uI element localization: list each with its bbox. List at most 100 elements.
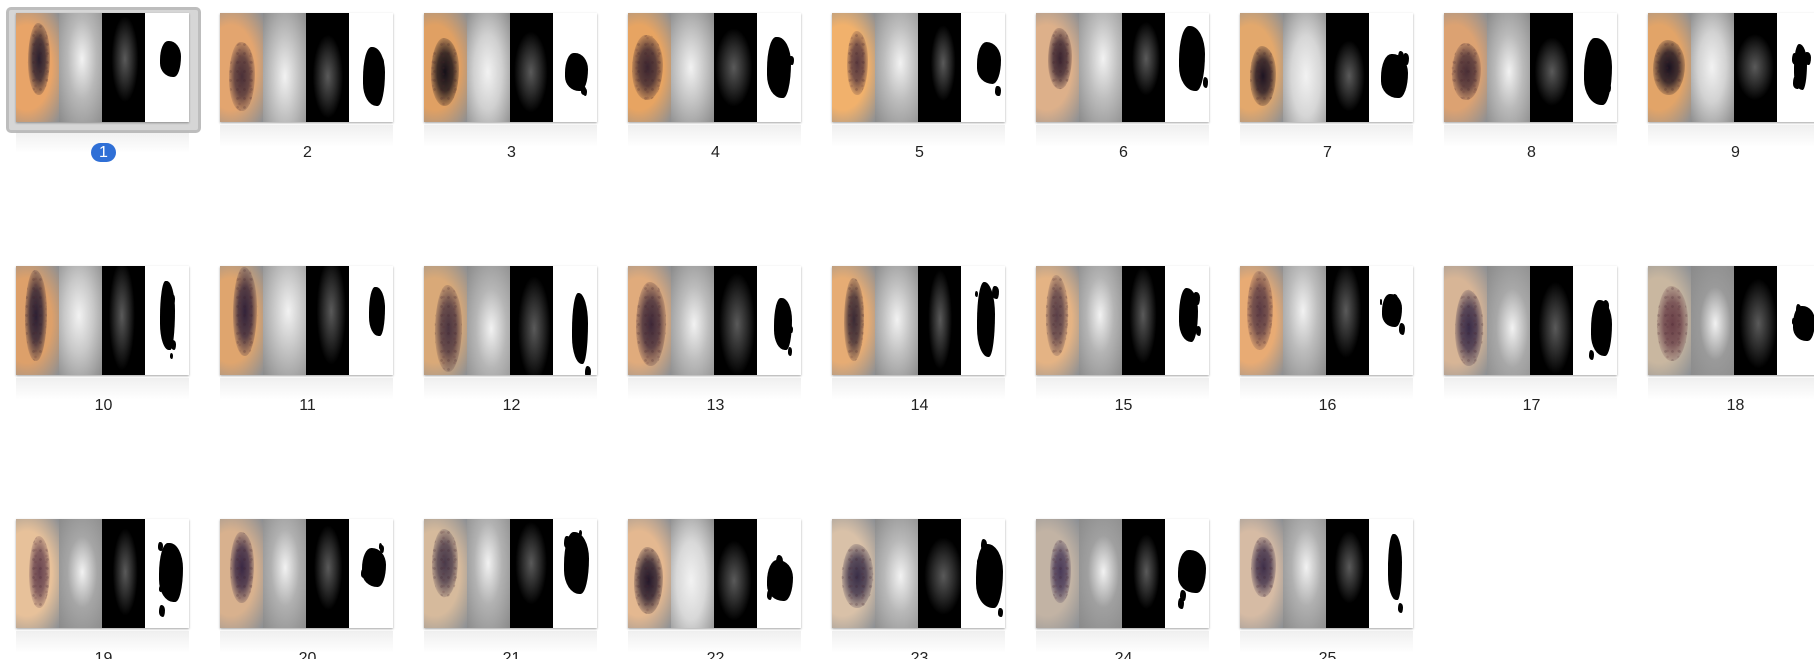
thumbnail-item[interactable]: 2 [215,13,393,163]
thumbnail-item[interactable]: 19 [11,519,189,659]
thumbnail-image[interactable] [1240,266,1413,375]
thumbnail-image[interactable] [220,519,393,628]
thumbnail-label[interactable]: 19 [11,649,196,659]
thumbnail-image[interactable] [424,519,597,628]
thumbnail-item[interactable]: 12 [419,266,597,416]
thumbnail-label[interactable]: 7 [1235,143,1420,163]
thumbnail-label[interactable]: 24 [1031,649,1216,659]
thumbnail-label[interactable]: 23 [827,649,1012,659]
thumbnail-image[interactable] [628,519,801,628]
thumbnail-label[interactable]: 5 [827,143,1012,163]
thumbnail-label[interactable]: 25 [1235,649,1420,659]
thumbnail-label[interactable]: 3 [419,143,604,163]
dermoscopy-panel [628,266,671,375]
thumbnail-label[interactable]: 18 [1643,396,1814,416]
thumbnail-label-text: 12 [502,397,521,414]
thumbnail-image[interactable] [832,266,1005,375]
thumbnail-item[interactable]: 6 [1031,13,1209,163]
enhanced-panel [306,519,349,628]
thumbnail-label-text: 24 [1114,650,1133,659]
thumbnail-image[interactable] [1240,519,1413,628]
thumbnail-frame [1240,13,1415,127]
thumbnail-image[interactable] [1036,519,1209,628]
thumbnail-reflection [1240,378,1413,400]
thumbnail-image[interactable] [1648,13,1814,122]
thumbnail-item[interactable]: 21 [419,519,597,659]
thumbnail-label[interactable]: 1 [11,143,196,163]
dermoscopy-panel [1648,266,1691,375]
thumbnail-label[interactable]: 15 [1031,396,1216,416]
thumbnail-item[interactable]: 22 [623,519,801,659]
thumbnail-image[interactable] [1444,13,1617,122]
thumbnail-label[interactable]: 6 [1031,143,1216,163]
thumbnail-image[interactable] [424,266,597,375]
thumbnail-image[interactable] [424,13,597,122]
thumbnail-label[interactable]: 9 [1643,143,1814,163]
thumbnail-item[interactable]: 14 [827,266,1005,416]
thumbnail-item[interactable]: 15 [1031,266,1209,416]
dermoscopy-panel [1240,519,1283,628]
thumbnail-label[interactable]: 13 [623,396,808,416]
grayscale-panel [263,266,306,375]
thumbnail-image[interactable] [16,266,189,375]
segmentation-mask-panel [961,13,1005,122]
thumbnail-image[interactable] [628,266,801,375]
thumbnail-item[interactable]: 13 [623,266,801,416]
thumbnail-item[interactable]: 9 [1643,13,1814,163]
thumbnail-label[interactable]: 2 [215,143,400,163]
enhanced-panel [918,266,961,375]
thumbnail-label[interactable]: 20 [215,649,400,659]
thumbnail-image[interactable] [1240,13,1413,122]
grayscale-panel [1283,519,1326,628]
thumbnail-image[interactable] [832,519,1005,628]
segmentation-mask-panel [1573,13,1617,122]
thumbnail-label[interactable]: 16 [1235,396,1420,416]
thumbnail-item[interactable]: 3 [419,13,597,163]
grayscale-panel [59,13,102,122]
thumbnail-image[interactable] [16,519,189,628]
thumbnail-image[interactable] [1036,13,1209,122]
thumbnail-item[interactable]: 24 [1031,519,1209,659]
thumbnail-image[interactable] [1648,266,1814,375]
thumbnail-label[interactable]: 12 [419,396,604,416]
dermoscopy-panel [832,519,875,628]
thumbnail-image[interactable] [220,13,393,122]
thumbnail-item[interactable]: 16 [1235,266,1413,416]
segmentation-mask-panel [1369,13,1413,122]
thumbnail-item[interactable]: 18 [1643,266,1814,416]
grayscale-panel [263,13,306,122]
thumbnail-image[interactable] [220,266,393,375]
thumbnail-item[interactable]: 17 [1439,266,1617,416]
thumbnail-image[interactable] [16,13,189,122]
thumbnail-label[interactable]: 8 [1439,143,1624,163]
thumbnail-label[interactable]: 11 [215,396,400,416]
thumbnail-label[interactable]: 17 [1439,396,1624,416]
thumbnail-image[interactable] [1036,266,1209,375]
thumbnail-item[interactable]: 5 [827,13,1005,163]
thumbnail-label[interactable]: 14 [827,396,1012,416]
thumbnail-item[interactable]: 20 [215,519,393,659]
enhanced-panel [306,13,349,122]
thumbnail-item[interactable]: 7 [1235,13,1413,163]
thumbnail-label[interactable]: 22 [623,649,808,659]
grayscale-panel [1691,13,1734,122]
thumbnail-label-text: 17 [1522,397,1541,414]
thumbnail-label[interactable]: 10 [11,396,196,416]
thumbnail-item[interactable]: 8 [1439,13,1617,163]
thumbnail-item[interactable]: 25 [1235,519,1413,659]
grayscale-panel [1283,266,1326,375]
thumbnail-item[interactable]: 1 [6,7,201,163]
thumbnail-item[interactable]: 11 [215,266,393,416]
thumbnail-item[interactable]: 4 [623,13,801,163]
thumbnail-label-text: 23 [910,650,929,659]
thumbnail-item[interactable]: 23 [827,519,1005,659]
thumbnail-image[interactable] [1444,266,1617,375]
thumbnail-image[interactable] [628,13,801,122]
segmentation-mask-panel [1573,266,1617,375]
thumbnail-image[interactable] [832,13,1005,122]
thumbnail-label[interactable]: 21 [419,649,604,659]
thumbnail-frame [424,266,599,380]
thumbnail-item[interactable]: 10 [11,266,189,416]
thumbnail-label[interactable]: 4 [623,143,808,163]
thumbnail-reflection [832,125,1005,147]
